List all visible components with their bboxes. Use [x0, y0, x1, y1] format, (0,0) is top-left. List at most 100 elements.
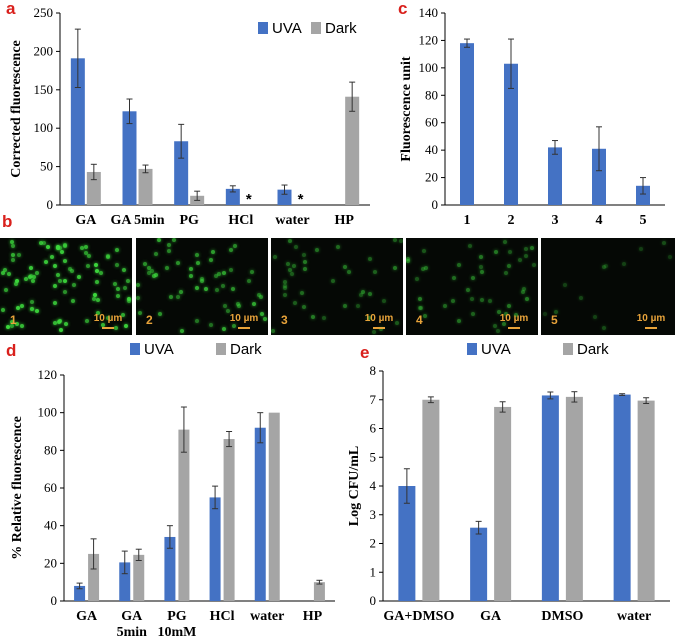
cell-dot — [96, 310, 101, 315]
cell-dot — [356, 303, 361, 308]
y-tick-label: 100 — [38, 405, 58, 420]
cell-dot — [98, 270, 103, 275]
cell-dot — [394, 321, 399, 326]
y-tick-label: 200 — [34, 43, 54, 58]
cell-dot — [29, 306, 34, 311]
cell-dot — [503, 270, 508, 275]
cell-dot — [602, 325, 607, 330]
cell-dot — [0, 271, 5, 276]
cell-dot — [147, 270, 152, 275]
legend-swatch-uva — [467, 343, 477, 355]
cell-dot — [214, 288, 219, 293]
y-tick-label: 40 — [425, 142, 438, 157]
cell-dot — [506, 263, 511, 268]
cell-dot — [229, 247, 234, 252]
panel-label-b: b — [2, 212, 13, 231]
cell-dot — [563, 283, 568, 288]
cell-dot — [621, 261, 626, 266]
chart-panel-a: a Corrected fluorescence 0 50 100 150 200 250 GA… — [6, 0, 370, 228]
cell-dot — [70, 268, 75, 273]
x-tick-label: DMSO — [541, 609, 583, 624]
cell-dot — [46, 245, 50, 250]
cell-dot — [167, 249, 172, 254]
cell-dot — [67, 267, 72, 272]
cell-dot — [602, 265, 607, 270]
cell-dot — [470, 296, 475, 301]
x-tick-label-line: HCl — [210, 609, 235, 624]
x-tick-label: GA — [480, 609, 502, 624]
bar-dark-3 — [637, 400, 655, 601]
cell-dot — [523, 246, 528, 251]
cell-dot — [514, 313, 519, 318]
cell-dot — [157, 238, 162, 243]
x-tick-label-line: GA 5min — [110, 213, 164, 228]
cell-dot — [10, 324, 15, 329]
bar-dark-2 — [178, 429, 190, 601]
cell-dot — [147, 266, 152, 271]
cell-dot — [85, 264, 90, 269]
bar-uva-3 — [225, 188, 240, 205]
cell-dot — [92, 292, 97, 297]
x-tick-label-line: 3 — [552, 213, 559, 228]
cell-dot — [414, 276, 419, 281]
x-tick-label: 2 — [508, 213, 515, 228]
cell-dot — [62, 290, 67, 295]
cell-dot — [251, 302, 256, 307]
cell-dot — [292, 263, 297, 268]
y-tick-label: 140 — [419, 5, 439, 20]
cell-dot — [143, 261, 148, 266]
bar-uva-1 — [470, 527, 488, 601]
micrograph-number: 1 — [10, 313, 17, 327]
legend-label-uva: UVA — [272, 20, 302, 37]
cell-dot — [195, 252, 200, 257]
cell-dot — [91, 297, 96, 302]
cell-dot — [259, 294, 264, 299]
cell-dot — [106, 316, 111, 321]
cell-dot — [20, 323, 25, 328]
bar-value-1 — [504, 63, 518, 205]
y-tick-label: 80 — [44, 442, 57, 457]
cell-dot — [60, 249, 65, 254]
cell-dot — [216, 272, 221, 277]
cell-dot — [667, 254, 672, 259]
x-tick-label-line: water — [617, 609, 651, 624]
cell-dot — [451, 299, 456, 304]
y-tick-label: 20 — [44, 555, 57, 570]
micrograph-number: 4 — [416, 313, 423, 327]
cell-dot — [235, 302, 240, 307]
bar-uva-0 — [74, 585, 86, 601]
bar-uva-2 — [541, 395, 559, 601]
x-tick-label: GA+DMSO — [383, 609, 454, 624]
cell-dot — [470, 312, 475, 317]
cell-dot — [523, 253, 528, 258]
cell-dot — [11, 257, 16, 262]
cell-dot — [1, 308, 6, 313]
bar-dark-0 — [422, 399, 440, 601]
cell-dot — [16, 305, 21, 310]
micrograph-1: 1 10 µm — [0, 238, 132, 335]
cell-dot — [189, 273, 193, 278]
cell-dot — [86, 253, 91, 258]
cell-dot — [373, 269, 378, 274]
bar-dark-5 — [345, 96, 360, 205]
cell-dot — [123, 324, 128, 329]
cell-dot — [456, 319, 461, 324]
cell-dot — [282, 286, 287, 291]
cell-dot — [10, 239, 15, 244]
y-tick-label: 0 — [47, 197, 54, 212]
cell-dot — [29, 265, 34, 270]
y-tick-label: 40 — [44, 518, 57, 533]
significance-annotation: * — [298, 191, 304, 208]
cell-dot — [467, 244, 472, 249]
y-tick-label: 150 — [34, 82, 54, 97]
cell-dot — [49, 255, 54, 260]
cell-dot — [53, 321, 58, 326]
cell-dot — [15, 279, 20, 284]
x-tick-label-line: 5min — [117, 625, 148, 640]
x-tick-label-line: HP — [334, 213, 354, 228]
y-axis-label: Corrected fluorescence — [9, 40, 24, 177]
x-tick-label-line: 4 — [596, 213, 603, 228]
x-tick-label: water — [250, 609, 284, 624]
cell-dot — [30, 300, 35, 305]
scale-bar — [238, 327, 250, 329]
